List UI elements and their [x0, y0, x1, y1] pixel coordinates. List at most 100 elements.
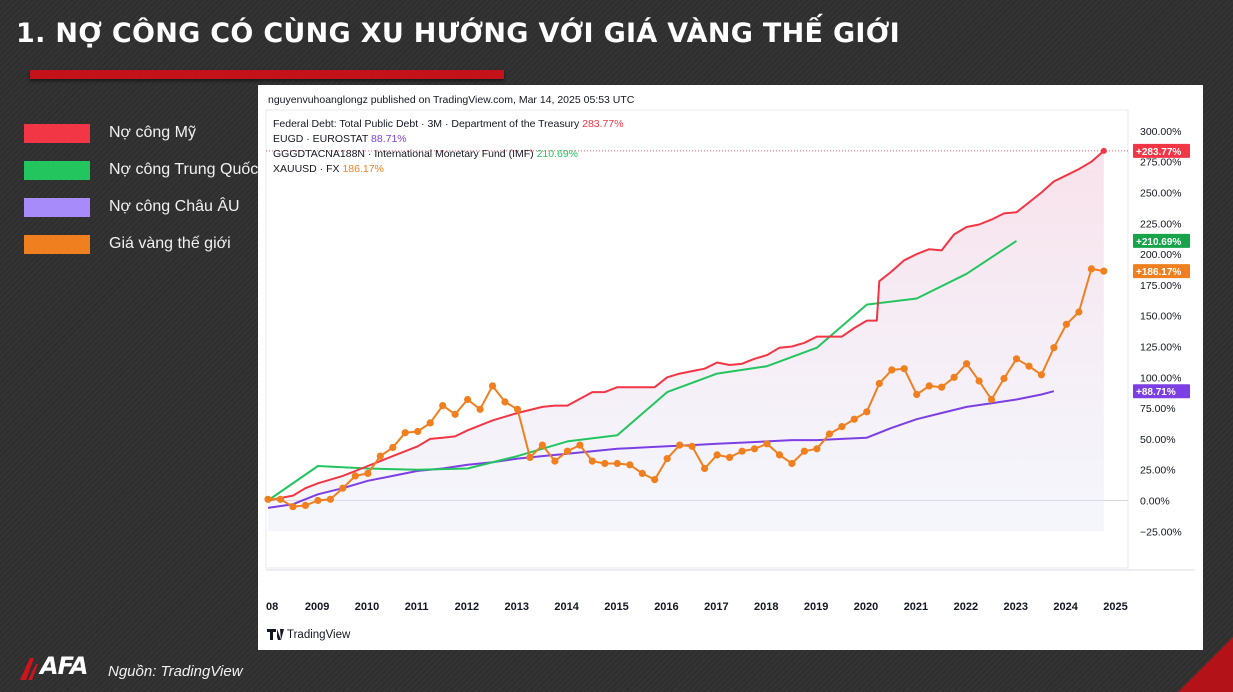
x-tick-label: 2024 [1053, 601, 1078, 613]
chart-legend-eu-debt: EUGD · EUROSTAT 88.71% [273, 133, 407, 145]
y-tick-label: 50.00% [1140, 434, 1176, 446]
x-tick-label: 2023 [1004, 601, 1028, 613]
gold-data-point [376, 452, 384, 460]
gold-data-point [863, 408, 871, 416]
gold-data-point [638, 469, 646, 477]
gold-data-point [713, 451, 721, 459]
legend-item-cn-debt: Nợ công Trung Quốc [24, 161, 264, 183]
gold-data-point [364, 469, 372, 477]
gold-data-point [987, 395, 996, 404]
gold-data-point [838, 423, 846, 431]
gold-data-point [626, 461, 634, 469]
legend-item-eu-debt: Nợ công Châu ÂU [24, 198, 264, 220]
y-tick-label: −25.00% [1140, 526, 1182, 538]
value-badge-cn-debt [1133, 233, 1190, 248]
value-badge-eu-debt [1133, 384, 1190, 399]
gold-data-point [513, 405, 522, 413]
gold-data-point [276, 495, 285, 503]
gold-data-point [825, 430, 834, 438]
x-tick-label: 2010 [355, 601, 379, 613]
legend-item-us-debt: Nợ công Mỹ [24, 124, 264, 146]
gold-data-point [975, 377, 983, 385]
y-tick-label: 175.00% [1140, 280, 1181, 292]
value-badge-gold [1133, 264, 1190, 279]
plot-area-frame [265, 109, 1129, 569]
x-tick-label: 2015 [604, 601, 628, 613]
chart-panel: 300.00% 275.00% 250.00% 225.00% 200.00% 175.0… [258, 85, 1203, 650]
gold-data-point [588, 457, 596, 465]
gold-data-point [451, 410, 459, 418]
value-badge-text-gold: +186.17% [1136, 267, 1181, 278]
us-debt-last-point [1100, 147, 1107, 154]
y-tick-label: 75.00% [1140, 403, 1176, 415]
y-tick-label: 0.00% [1140, 496, 1170, 508]
gold-data-point [563, 447, 571, 455]
gold-data-point [738, 447, 746, 455]
gold-data-point [763, 440, 771, 448]
series-line-us-debt [267, 150, 1105, 502]
afa-logo-mark-icon [20, 658, 38, 680]
gold-data-point [476, 405, 484, 413]
y-tick-label: 25.00% [1140, 465, 1176, 477]
gold-data-point [676, 441, 684, 449]
y-tick-label: 100.00% [1140, 372, 1181, 384]
gold-data-point [389, 443, 397, 452]
legend-swatch-gold [24, 235, 90, 254]
x-tick-label: 2009 [305, 601, 329, 613]
chart-legend-cn-debt: GGGDTACNA188N · International Monetary F… [273, 148, 578, 160]
y-tick-label: 300.00% [1140, 126, 1181, 138]
tradingview-brand-text: TradingView [287, 629, 351, 641]
gold-data-point [264, 495, 272, 503]
gold-data-point [800, 447, 809, 455]
gold-data-point [464, 395, 472, 404]
series-line-cn-debt [267, 240, 1018, 502]
series-line-eu-debt [267, 390, 1055, 509]
gold-data-point [314, 496, 322, 505]
gold-data-point [850, 415, 858, 423]
gold-data-point [775, 451, 784, 459]
gold-data-point [688, 442, 696, 450]
gold-data-point [900, 365, 908, 373]
tradingview-chart: 300.00% 275.00% 250.00% 225.00% 200.00% 175.0… [264, 94, 1195, 641]
x-tick-label: 2014 [554, 601, 579, 613]
gold-data-point [576, 441, 584, 449]
y-tick-label: 250.00% [1140, 188, 1181, 200]
gold-data-point [651, 476, 659, 484]
x-tick-label: 2025 [1103, 601, 1127, 613]
value-badge-text-cn-debt: +210.69% [1136, 237, 1181, 248]
gold-data-point [925, 382, 933, 390]
gold-data-point [326, 495, 334, 503]
gold-data-point [351, 472, 359, 480]
gold-data-point [538, 441, 546, 449]
gold-data-point [488, 382, 497, 390]
gold-data-point [913, 390, 921, 399]
legend-label-us-debt: Nợ công Mỹ [109, 124, 196, 141]
x-tick-label: 2013 [505, 601, 529, 613]
gold-data-point [339, 484, 347, 492]
gold-data-point [875, 379, 883, 388]
gold-data-point [526, 453, 534, 461]
gold-data-point [426, 419, 434, 427]
y-tick-label: 225.00% [1140, 218, 1181, 230]
legend-item-gold: Giá vàng thế giới [24, 235, 264, 257]
us-debt-area-fill [268, 150, 1104, 532]
published-by-text: nguyenvuhoanglongz published on TradingV… [268, 94, 635, 106]
value-badge-text-us-debt: +283.77% [1136, 147, 1181, 158]
gold-data-point [1062, 320, 1070, 328]
value-badge-text-eu-debt: +88.71% [1136, 387, 1176, 398]
gold-data-point [663, 455, 671, 463]
x-tick-label: 2012 [455, 601, 479, 613]
gold-data-point [1100, 267, 1108, 275]
gold-data-point [888, 366, 896, 374]
x-tick-label: 2020 [854, 601, 878, 613]
gold-data-point [301, 501, 309, 509]
gold-data-point [963, 360, 971, 368]
gold-data-point [813, 445, 821, 453]
gold-data-point [1087, 265, 1095, 273]
corner-decoration [1178, 637, 1233, 692]
legend-label-gold: Giá vàng thế giới [109, 235, 231, 252]
y-tick-label: 200.00% [1140, 249, 1181, 261]
chart-legend-us-debt: Federal Debt: Total Public Debt · 3M · D… [273, 118, 624, 130]
y-tick-label: 275.00% [1140, 157, 1181, 169]
legend-label-eu-debt: Nợ công Châu ÂU [109, 198, 240, 215]
